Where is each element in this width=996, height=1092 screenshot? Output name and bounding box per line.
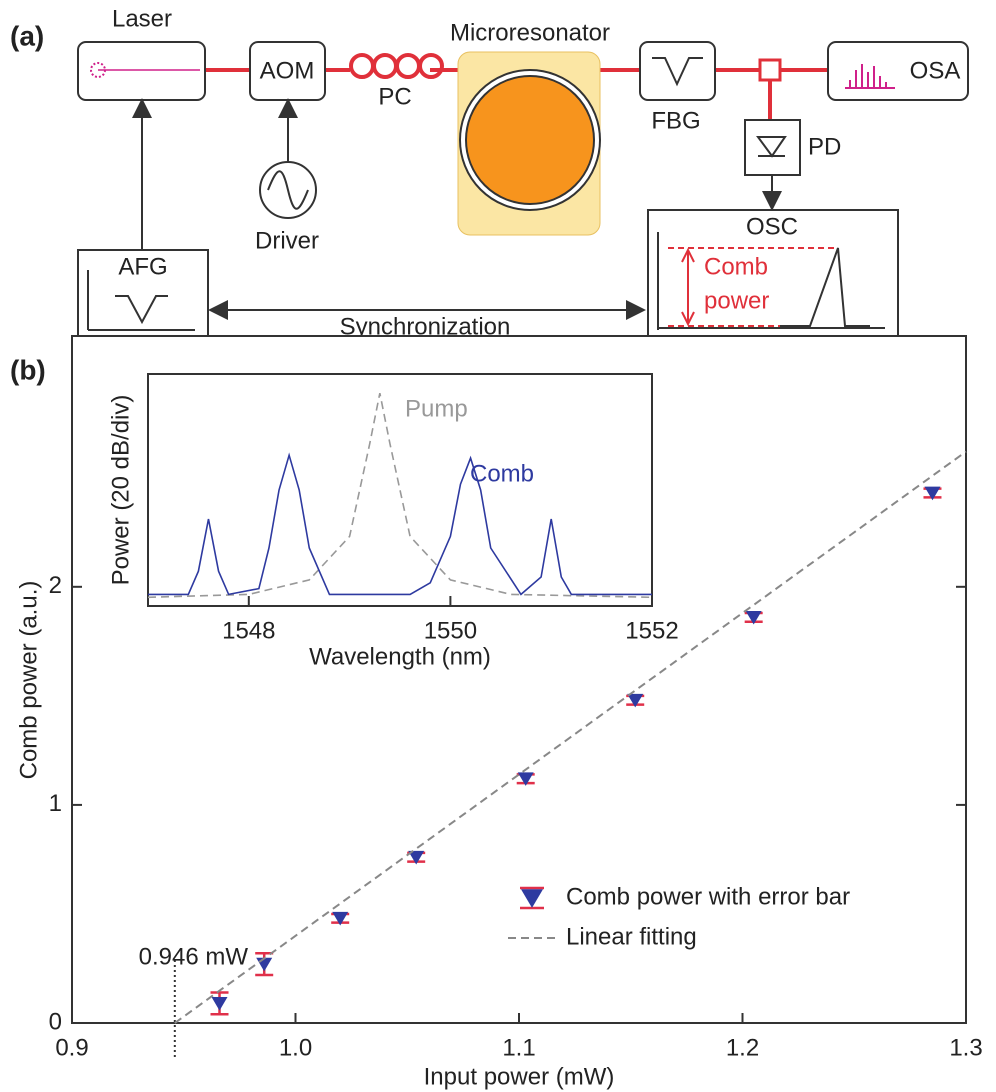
pc-loops xyxy=(349,53,444,79)
fbg-box xyxy=(639,41,716,101)
resonator-disk xyxy=(465,75,595,205)
y-tick-label: 1 xyxy=(49,790,62,817)
osc-arrowheads xyxy=(681,247,695,327)
laser-box xyxy=(77,41,206,101)
x-axis-label: Input power (mW) xyxy=(424,1063,615,1090)
label: PD xyxy=(808,133,841,160)
series-line xyxy=(147,392,653,599)
y-axis-label: Power (20 dB/div) xyxy=(107,395,134,586)
label: PC xyxy=(378,83,411,110)
legend-label: Comb power with error bar xyxy=(566,883,850,910)
annotation: 0.946 mW xyxy=(139,943,249,970)
coupler xyxy=(758,58,782,82)
plot-frame xyxy=(147,373,653,607)
panel-label: (b) xyxy=(10,354,46,385)
x-tick-label: 1.1 xyxy=(502,1034,535,1061)
marker xyxy=(211,996,228,1011)
series-label: Comb xyxy=(470,460,534,487)
label: OSC xyxy=(746,213,798,240)
label: Laser xyxy=(112,5,172,32)
panel-label: (a) xyxy=(10,20,44,51)
label: OSA xyxy=(910,57,961,84)
pd-icon xyxy=(756,136,787,158)
x-tick-label: 1550 xyxy=(424,617,477,644)
legend-marker xyxy=(520,886,544,910)
series-line xyxy=(148,452,652,596)
laser-icon xyxy=(90,62,106,78)
marker xyxy=(408,850,425,865)
fbg-icon xyxy=(652,57,703,87)
afg-box xyxy=(77,249,209,343)
x-tick-label: 1552 xyxy=(625,617,678,644)
y-axis-label: Comb power (a.u.) xyxy=(15,581,42,780)
marker xyxy=(745,610,762,625)
sine xyxy=(267,170,309,210)
x-axis-label: Wavelength (nm) xyxy=(309,643,491,670)
series-line xyxy=(174,450,967,1024)
x-tick-label: 1.0 xyxy=(279,1034,312,1061)
afg-axes xyxy=(87,270,195,331)
marker xyxy=(332,911,349,926)
label: AOM xyxy=(260,57,315,84)
x-tick-label: 1.3 xyxy=(949,1034,982,1061)
legend-marker xyxy=(521,889,543,908)
label: FBG xyxy=(651,107,700,134)
osa-icon xyxy=(845,64,895,89)
fiber xyxy=(205,68,828,120)
label: Driver xyxy=(255,227,319,254)
osc-axes xyxy=(657,232,885,330)
label: Microresonator xyxy=(450,19,610,46)
pd-box xyxy=(744,119,801,176)
x-tick-label: 0.9 xyxy=(55,1034,88,1061)
diagram: (a) (b) Laser AOM PC Microresonator FBG … xyxy=(10,5,969,385)
y-tick-label: 2 xyxy=(49,572,62,599)
label: AFG xyxy=(118,253,167,280)
x-tick-label: 1.2 xyxy=(726,1034,759,1061)
afg-icon xyxy=(115,295,168,325)
marker xyxy=(924,486,941,501)
marker xyxy=(627,693,644,708)
marker xyxy=(517,772,534,786)
series-label: Pump xyxy=(405,395,468,422)
label: Comb xyxy=(704,253,768,280)
label: power xyxy=(704,287,769,314)
x-tick-label: 1548 xyxy=(222,617,275,644)
y-tick-label: 0 xyxy=(49,1008,62,1035)
legend-label: Linear fitting xyxy=(566,923,697,950)
osc-levels xyxy=(668,247,838,327)
